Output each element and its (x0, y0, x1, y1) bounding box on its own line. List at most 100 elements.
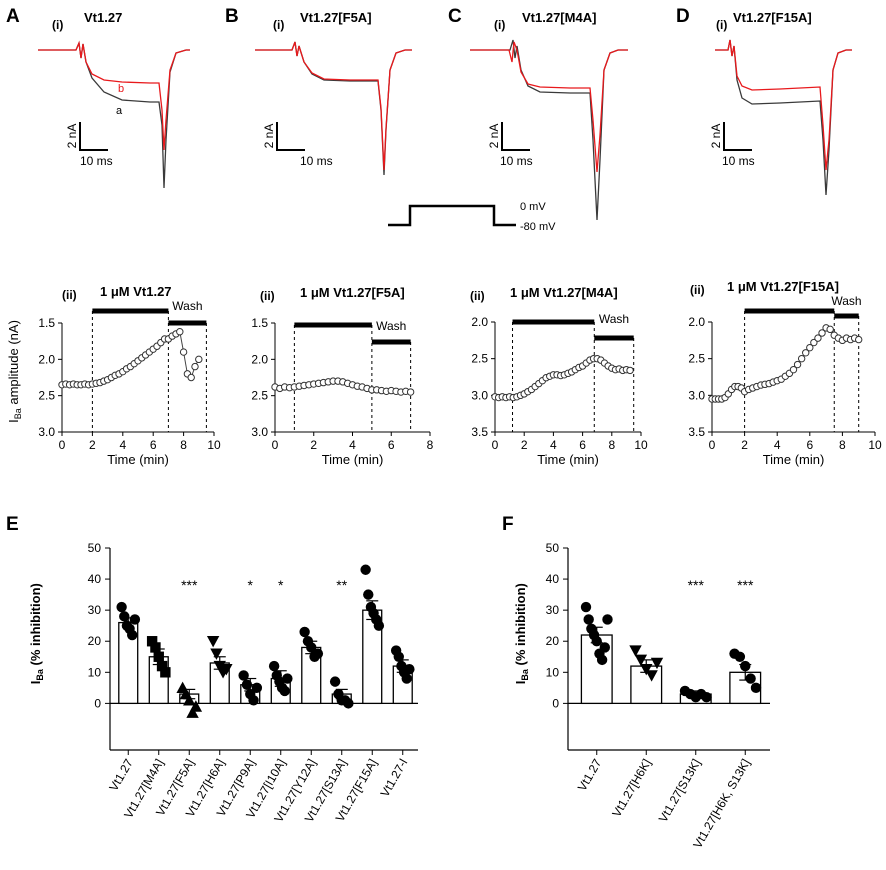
panel-a-scale-y: 2 nA (65, 124, 79, 149)
data-point (241, 679, 253, 690)
panel-a-title: Vt1.27 (84, 10, 122, 25)
data-point (591, 636, 602, 647)
x-tick-label: 4 (349, 438, 356, 452)
y-tick-label: 0 (94, 696, 101, 710)
wash-label: Wash (376, 319, 406, 333)
y-tick-label: 2.5 (251, 389, 268, 403)
data-point (634, 654, 648, 667)
data-point (176, 328, 184, 336)
data-point (248, 695, 259, 706)
y-tick-label: 2.5 (38, 389, 55, 403)
y-tick-label: 2.5 (688, 352, 705, 366)
x-tick-label: 0 (709, 438, 716, 452)
time-course-b: (ii) 1 μM Vt1.27[F5A] 1.5 2.0 2.5 3.0 0 2 4 6 8 Tim… (251, 285, 433, 467)
x-tick-label: 2 (741, 438, 748, 452)
data-point (826, 325, 834, 334)
y-tick-label: 0 (552, 696, 559, 710)
y-tick-label: 30 (88, 603, 102, 617)
category-label: Vt1.27 (575, 756, 605, 793)
trace-a-drug (38, 40, 190, 151)
time-course-d: (ii) 1 μM Vt1.27[F15A] 2.0 2.5 3.0 3.5 0 2 4 6 8 10… (688, 279, 882, 467)
y-tick-label: 2.0 (471, 315, 488, 329)
data-point (127, 629, 138, 641)
time-course-title: 1 μM Vt1.27[F15A] (727, 279, 839, 294)
y-tick-label: 10 (546, 665, 560, 679)
x-tick-label: 4 (774, 438, 781, 452)
panel-b-scale-y: 2 nA (262, 124, 276, 149)
y-tick-label: 20 (546, 634, 560, 648)
panel-d-traces: D (i) Vt1.27[F15A] 2 nA 10 ms (676, 6, 852, 196)
voltage-step-trace (388, 204, 516, 227)
series-line (61, 330, 200, 386)
data-point (183, 694, 196, 706)
data-point (299, 626, 310, 638)
data-point (740, 660, 751, 672)
data-point (187, 373, 195, 382)
x-tick-label: 4 (550, 438, 557, 452)
category-label: Vt1.27 (106, 756, 136, 793)
x-tick-label: 4 (119, 438, 126, 452)
data-point (701, 691, 712, 703)
panel-c-scale-y: 2 nA (487, 124, 501, 149)
panel-a-traces: A (i) Vt1.27 b a 2 nA 10 ms (6, 6, 190, 189)
y-tick-label: 2.5 (471, 352, 488, 366)
data-point (734, 651, 746, 662)
data-point (793, 360, 802, 369)
time-course-row: (ii) 1 μM Vt1.27 1.5 2.0 2.5 3.0 0 2 4 6 8 10 Time (… (6, 279, 882, 467)
time-course-title: 1 μM Vt1.27 (100, 284, 172, 299)
panel-d-scale-y: 2 nA (709, 124, 723, 149)
voltage-low-label: -80 mV (520, 221, 556, 233)
panel-b-sub: (i) (273, 18, 284, 32)
x-tick-label: 0 (59, 438, 66, 452)
x-tick-label: 0 (492, 438, 499, 452)
x-tick-label: 0 (272, 438, 279, 452)
data-point (818, 329, 826, 337)
panel-b-scale-bar (276, 122, 305, 151)
x-axis-label: Time (min) (322, 452, 384, 467)
data-point (195, 355, 203, 364)
data-point (306, 642, 317, 653)
y-tick-label: 3.5 (688, 425, 705, 439)
y-tick-label: 1.5 (38, 316, 55, 330)
category-label: Vt1.27[H6K] (609, 757, 653, 820)
data-point (373, 620, 385, 631)
data-point (146, 636, 158, 647)
category-label: Vt1.27[H6K, S13K] (690, 757, 752, 851)
category-label: Vt1.27-l (378, 757, 411, 800)
data-point (810, 338, 818, 347)
data-point (596, 654, 608, 666)
data-point (602, 614, 613, 625)
time-course-a: (ii) 1 μM Vt1.27 1.5 2.0 2.5 3.0 0 2 4 6 8 10 Time (… (6, 284, 221, 467)
wash-label: Wash (599, 312, 629, 326)
data-point (393, 651, 404, 662)
y-tick-label: 3.0 (251, 425, 268, 439)
x-tick-label: 8 (839, 438, 846, 452)
panel-b-traces: B (i) Vt1.27[F5A] 2 nA 10 ms (225, 6, 412, 176)
y-axis-label: IBa amplitude (nA) (6, 320, 23, 423)
panel-c-label: C (448, 6, 462, 27)
data-point (213, 660, 226, 673)
data-point (210, 648, 223, 660)
trace-b-drug (255, 41, 412, 171)
data-point (363, 589, 374, 600)
panel-c-scale-x: 10 ms (500, 154, 533, 168)
data-point (312, 648, 324, 659)
data-point (156, 660, 168, 672)
panel-d-scale-bar (723, 122, 752, 151)
y-tick-label: 2.0 (688, 315, 705, 329)
y-tick-label: 2.0 (38, 352, 55, 366)
y-tick-label: 3.0 (688, 388, 705, 402)
panel-b-title: Vt1.27[F5A] (300, 10, 372, 25)
data-point (640, 664, 653, 676)
panel-d-scale-x: 10 ms (722, 154, 755, 168)
x-tick-label: 10 (207, 438, 221, 452)
panel-a-scale-bar (79, 122, 108, 151)
panel-d-title: Vt1.27[F15A] (733, 10, 812, 25)
data-point (745, 673, 756, 684)
panel-c-traces: C (i) Vt1.27[M4A] 2 nA 10 ms (448, 6, 628, 221)
x-tick-label: 6 (150, 438, 157, 452)
x-axis-label: Time (min) (107, 452, 169, 467)
trace-c-drug (470, 41, 628, 173)
significance-marker: ** (336, 577, 347, 593)
